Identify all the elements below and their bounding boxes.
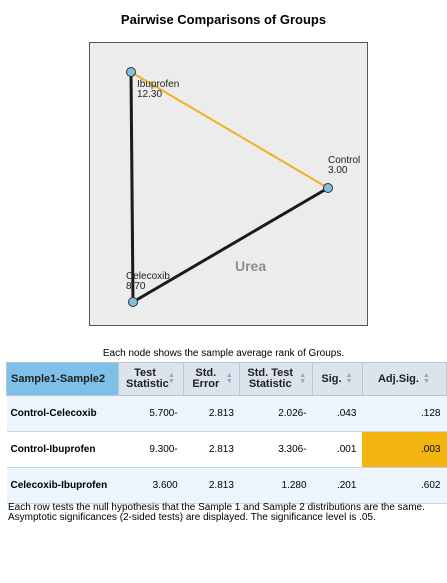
footnote-null-hypothesis: Each row tests the null hypothesis that … bbox=[8, 502, 425, 513]
cell-std-error: 2.813 bbox=[183, 395, 240, 432]
cell-adj-sig: .128 bbox=[362, 395, 447, 432]
node-rank: 8.70 bbox=[126, 281, 146, 292]
network-diagram bbox=[126, 67, 333, 307]
cell-pair: Celecoxib-Ibuprofen bbox=[6, 467, 119, 504]
node-rank: 12.30 bbox=[137, 89, 163, 100]
header-sample-pair[interactable]: Sample1-Sample2 bbox=[6, 362, 119, 396]
cell-std-test-statistic: 2.026- bbox=[239, 395, 313, 432]
cell-test-statistic: 5.700- bbox=[118, 395, 184, 432]
header-adj-sig[interactable]: Adj.Sig. ▲ ▼ bbox=[361, 362, 447, 396]
header-std-test-statistic[interactable]: Std. Test Statistic▲ ▼ bbox=[239, 362, 314, 396]
pairwise-graph: Ibuprofen 12.30 Control 3.00 Celecoxib 8… bbox=[89, 42, 368, 326]
table-footnotes: Each row tests the null hypothesis that … bbox=[8, 503, 444, 523]
cell-std-test-statistic: 1.280 bbox=[239, 467, 313, 504]
edge-ibuprofen-celecoxib[interactable] bbox=[129, 71, 135, 303]
header-test-statistic[interactable]: Test Statistic▲ ▼ bbox=[117, 362, 185, 396]
table-row: Control-Ibuprofen 9.300- 2.813 3.306- .0… bbox=[6, 431, 447, 468]
cell-pair: Control-Celecoxib bbox=[6, 395, 119, 432]
cell-pair: Control-Ibuprofen bbox=[6, 431, 119, 468]
graph-caption: Each node shows the sample average rank … bbox=[102, 348, 345, 359]
cell-adj-sig: .602 bbox=[362, 467, 447, 504]
edge-control-celecoxib[interactable] bbox=[132, 186, 329, 304]
cell-sig: .201 bbox=[312, 467, 363, 504]
table-row: Celecoxib-Ibuprofen 3.600 2.813 1.280 .2… bbox=[6, 467, 447, 504]
cell-adj-sig-highlighted: .003 bbox=[362, 431, 447, 468]
table-header-row: Sample1-Sample2 Test Statistic▲ ▼ Std. Er… bbox=[6, 362, 447, 396]
node-name: Celecoxib bbox=[126, 271, 170, 282]
graph-watermark: Urea bbox=[235, 258, 267, 274]
sort-icon[interactable]: ▲ ▼ bbox=[422, 372, 430, 385]
header-sig[interactable]: Sig. ▲ ▼ bbox=[312, 362, 363, 396]
sort-icon[interactable]: ▲ ▼ bbox=[225, 372, 233, 385]
cell-std-test-statistic: 3.306- bbox=[239, 431, 313, 468]
cell-std-error: 2.813 bbox=[183, 467, 240, 504]
node-ibuprofen[interactable] bbox=[126, 67, 136, 77]
sort-icon[interactable]: ▲ ▼ bbox=[345, 372, 353, 385]
cell-sig: .001 bbox=[312, 431, 363, 468]
edge-ibuprofen-control[interactable] bbox=[130, 71, 329, 189]
node-rank: 3.00 bbox=[328, 165, 348, 176]
cell-test-statistic: 3.600 bbox=[118, 467, 184, 504]
sort-icon[interactable]: ▲ ▼ bbox=[299, 372, 307, 385]
node-label-control: Control 3.00 bbox=[328, 156, 360, 176]
table-row: Control-Celecoxib 5.700- 2.813 2.026- .0… bbox=[6, 395, 447, 432]
node-celecoxib[interactable] bbox=[128, 297, 138, 307]
cell-sig: .043 bbox=[312, 395, 363, 432]
node-label-ibuprofen: Ibuprofen 12.30 bbox=[137, 80, 179, 100]
footnote-significance: Asymptotic significances (2-sided tests)… bbox=[8, 512, 376, 523]
cell-test-statistic: 9.300- bbox=[118, 431, 184, 468]
header-std-error[interactable]: Std. Error▲ ▼ bbox=[183, 362, 241, 396]
node-control[interactable] bbox=[323, 183, 333, 193]
sort-icon[interactable]: ▲ ▼ bbox=[168, 372, 175, 385]
comparisons-table: Sample1-Sample2 Test Statistic▲ ▼ Std. Er… bbox=[6, 362, 447, 504]
node-label-celecoxib: Celecoxib 8.70 bbox=[126, 272, 170, 292]
node-name: Ibuprofen bbox=[137, 79, 180, 90]
cell-std-error: 2.813 bbox=[183, 431, 240, 468]
node-name: Control bbox=[328, 155, 361, 166]
chart-title: Pairwise Comparisons of Groups bbox=[120, 12, 327, 27]
